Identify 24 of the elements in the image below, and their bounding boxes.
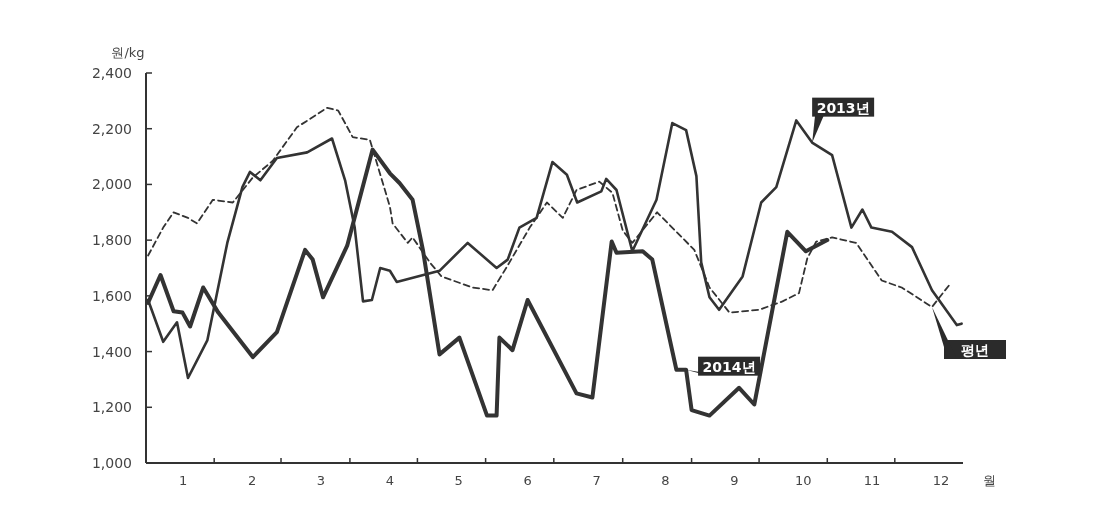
x-axis-title: 월 xyxy=(982,473,996,488)
x-tick-label: 12 xyxy=(932,473,950,488)
series-label: 2014년 xyxy=(702,358,756,375)
x-tick-label: 5 xyxy=(454,473,463,488)
y-tick-label: 2,200 xyxy=(91,120,132,137)
series-label: 2013년 xyxy=(816,99,870,116)
y-tick-label: 1,600 xyxy=(91,287,132,304)
x-tick-label: 11 xyxy=(863,473,881,488)
x-tick-label: 1 xyxy=(179,473,188,488)
y-tick-label: 1,000 xyxy=(91,455,132,471)
y-tick-label: 2,400 xyxy=(91,65,132,81)
x-tick-label: 3 xyxy=(316,473,326,488)
y-tick-label: 1,400 xyxy=(91,343,132,360)
x-tick-label: 4 xyxy=(385,473,394,488)
x-tick-label: 7 xyxy=(592,473,601,488)
y-axis-title: 원/kg xyxy=(111,45,145,60)
y-tick-label: 1,800 xyxy=(91,232,132,249)
x-tick-label: 9 xyxy=(730,473,739,488)
y-tick-label: 1,200 xyxy=(91,399,132,416)
y-tick-label: 2,000 xyxy=(91,176,132,193)
x-tick-label: 2 xyxy=(247,473,257,488)
x-tick-label: 6 xyxy=(523,473,532,488)
x-tick-label: 8 xyxy=(661,473,670,488)
x-tick-label: 10 xyxy=(794,473,812,488)
